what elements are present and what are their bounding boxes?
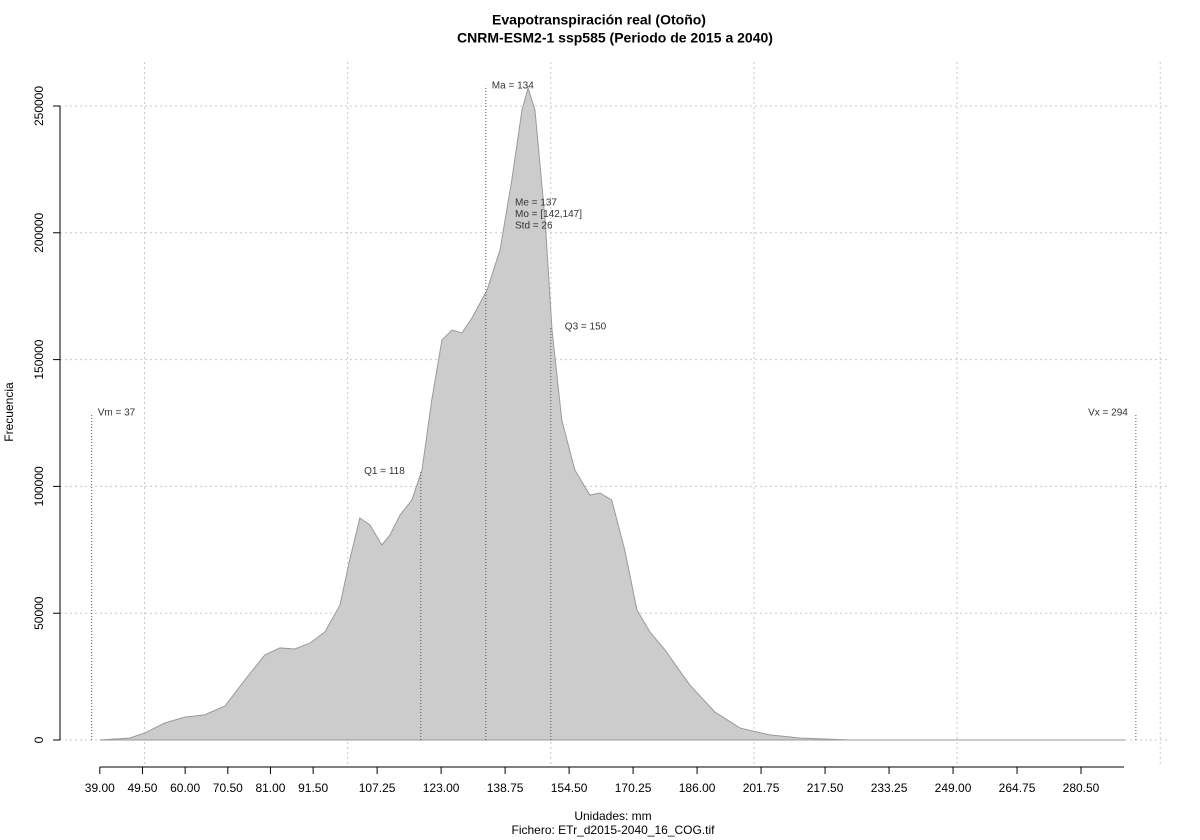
x-tick-label: 138.75 <box>487 781 524 795</box>
x-tick-label: 249.00 <box>935 781 972 795</box>
x-tick-label: 186.00 <box>679 781 716 795</box>
x-tick-label: 201.75 <box>743 781 780 795</box>
y-tick-label: 250000 <box>32 86 46 126</box>
marker-label: Q1 = 118 <box>364 466 405 477</box>
y-tick-label: 200000 <box>32 212 46 252</box>
chart-subtitle: CNRM-ESM2-1 ssp585 (Periodo de 2015 a 20… <box>457 30 773 46</box>
caption: Fichero: ETr_d2015-2040_16_COG.tif <box>512 823 716 837</box>
x-axis-label: Unidades: mm <box>574 809 651 823</box>
x-tick-label: 60.00 <box>170 781 200 795</box>
y-tick-label: 0 <box>32 736 46 743</box>
marker-label: Q3 = 150 <box>565 321 607 332</box>
marker-label: Vx = 294 <box>1088 407 1128 418</box>
marker-label: Ma = 134 <box>492 80 534 91</box>
density-area <box>99 86 1125 741</box>
x-tick-label: 264.75 <box>999 781 1036 795</box>
stat-label: Mo = [142,147] <box>515 209 582 220</box>
x-tick-label: 233.25 <box>871 781 908 795</box>
x-tick-label: 91.50 <box>298 781 328 795</box>
chart-title: Evapotranspiración real (Otoño) <box>492 12 706 28</box>
stat-label: Std = 26 <box>515 221 553 232</box>
x-tick-label: 81.00 <box>255 781 285 795</box>
y-axis-label: Frecuencia <box>2 382 16 442</box>
x-tick-label: 170.25 <box>615 781 652 795</box>
stat-label: Me = 137 <box>515 198 557 209</box>
x-tick-label: 123.00 <box>423 781 460 795</box>
x-tick-label: 49.50 <box>127 781 157 795</box>
marker-label: Vm = 37 <box>98 407 136 418</box>
x-tick-label: 217.50 <box>807 781 844 795</box>
x-tick-label: 39.00 <box>85 781 115 795</box>
y-tick-label: 150000 <box>32 339 46 379</box>
x-tick-label: 280.50 <box>1063 781 1100 795</box>
x-tick-label: 154.50 <box>551 781 588 795</box>
y-tick-label: 100000 <box>32 466 46 506</box>
x-tick-label: 107.25 <box>359 781 396 795</box>
x-tick-label: 70.50 <box>213 781 243 795</box>
y-tick-label: 50000 <box>32 596 46 630</box>
